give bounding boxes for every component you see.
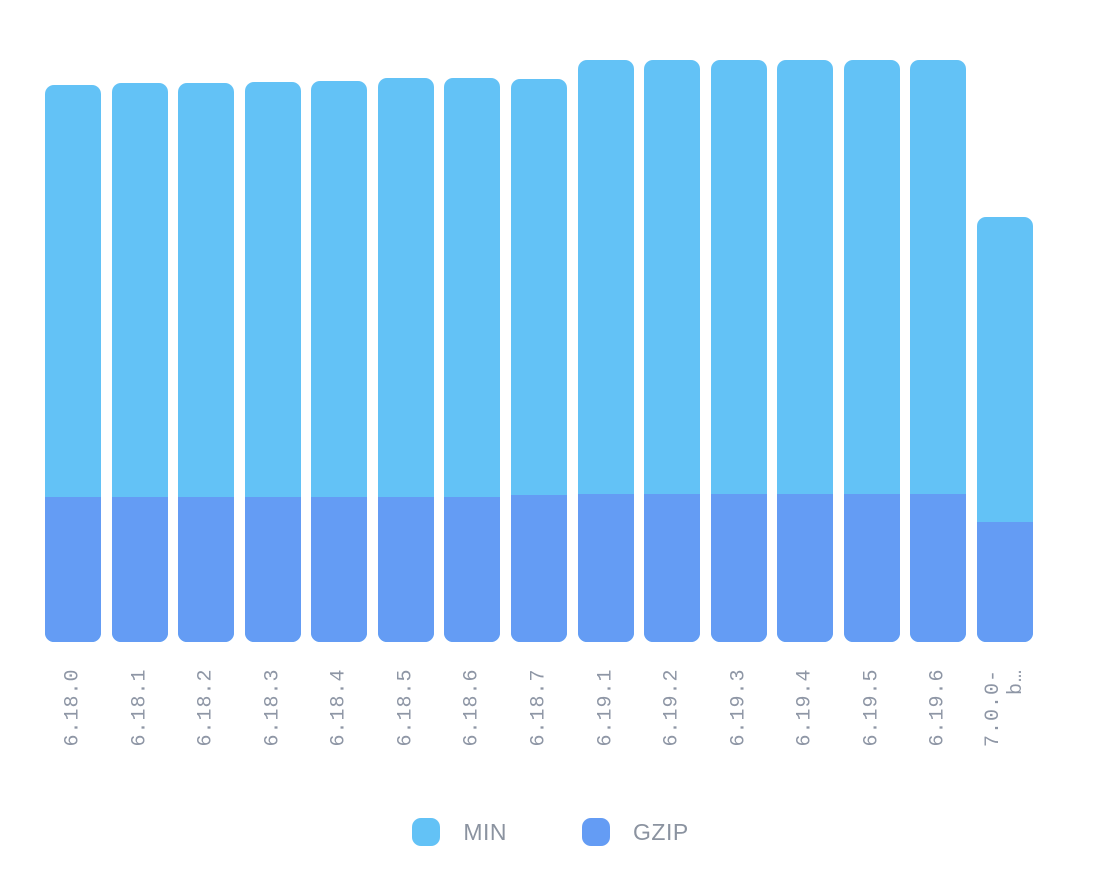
x-axis-label: 6.18.6 <box>460 668 484 747</box>
bar-gzip-segment <box>444 497 501 642</box>
x-axis-label: 7.0.0- b… <box>981 668 1028 747</box>
bar-6.18.3[interactable] <box>244 82 301 642</box>
legend-label-gzip: GZIP <box>633 818 689 845</box>
legend-item-gzip: GZIP <box>582 818 689 846</box>
x-axis-label: 6.19.2 <box>660 668 684 747</box>
legend-item-min: MIN <box>412 818 507 846</box>
legend-label-min: MIN <box>463 818 507 845</box>
bar-gzip-segment <box>843 494 900 642</box>
x-axis-label: 6.18.2 <box>194 668 218 747</box>
bar-gzip-segment <box>777 494 834 642</box>
bar-gzip-segment <box>510 495 567 642</box>
x-label-cell: 6.19.3 <box>711 650 767 765</box>
legend: MIN GZIP <box>0 818 1101 846</box>
bar-6.18.1[interactable] <box>111 83 168 642</box>
bar-6.19.1[interactable] <box>577 60 634 642</box>
x-axis-label: 6.19.4 <box>793 668 817 747</box>
bar-6.19.3[interactable] <box>710 60 767 642</box>
x-axis-label: 6.18.5 <box>394 668 418 747</box>
bar-gzip-segment <box>178 497 235 642</box>
bars-plot-area <box>45 0 1033 642</box>
x-label-cell: 6.18.0 <box>45 650 101 765</box>
bar-gzip-segment <box>910 494 967 642</box>
x-label-cell: 6.18.2 <box>178 650 234 765</box>
bar-6.18.2[interactable] <box>178 83 235 642</box>
bar-gzip-segment <box>710 494 767 642</box>
x-label-cell: 6.18.3 <box>245 650 301 765</box>
x-axis-label: 6.18.4 <box>327 668 351 747</box>
x-axis-label: 6.18.0 <box>61 668 85 747</box>
bar-gzip-segment <box>644 494 701 642</box>
x-axis-label: 6.19.1 <box>594 668 618 747</box>
x-axis-label: 6.18.3 <box>261 668 285 747</box>
x-label-cell: 6.19.4 <box>777 650 833 765</box>
bar-gzip-segment <box>45 497 101 642</box>
x-label-cell: 6.19.1 <box>578 650 634 765</box>
bar-6.19.5[interactable] <box>843 60 900 642</box>
x-axis-label: 6.18.1 <box>128 668 152 747</box>
bar-6.19.4[interactable] <box>777 60 834 642</box>
bar-gzip-segment <box>244 497 301 642</box>
bar-6.18.4[interactable] <box>311 81 368 642</box>
bar-6.18.7[interactable] <box>510 79 567 642</box>
x-axis-label: 6.19.6 <box>926 668 950 747</box>
x-label-cell: 6.19.6 <box>910 650 966 765</box>
bar-6.19.2[interactable] <box>644 60 701 642</box>
bar-gzip-segment <box>976 522 1033 642</box>
x-label-cell: 6.18.7 <box>511 650 567 765</box>
x-label-cell: 6.19.5 <box>844 650 900 765</box>
x-axis-label: 6.18.7 <box>527 668 551 747</box>
bar-gzip-segment <box>377 497 434 642</box>
bar-7.0.0-b…[interactable] <box>976 217 1033 642</box>
gzip-swatch-icon <box>582 818 610 846</box>
bar-6.19.6[interactable] <box>910 60 967 642</box>
x-axis-label: 6.19.3 <box>727 668 751 747</box>
bar-gzip-segment <box>111 497 168 642</box>
x-label-cell: 7.0.0- b… <box>977 650 1033 765</box>
x-label-cell: 6.18.5 <box>378 650 434 765</box>
bar-6.18.5[interactable] <box>377 78 434 642</box>
x-axis-label: 6.19.5 <box>860 668 884 747</box>
x-label-cell: 6.19.2 <box>644 650 700 765</box>
min-swatch-icon <box>412 818 441 846</box>
bar-gzip-segment <box>311 497 368 642</box>
x-label-cell: 6.18.1 <box>112 650 168 765</box>
x-label-cell: 6.18.6 <box>444 650 500 765</box>
x-label-cell: 6.18.4 <box>311 650 367 765</box>
x-axis-labels: 6.18.0 6.18.1 6.18.2 6.18.3 6.18.4 6.18.5 6.18… <box>45 650 1033 765</box>
bar-gzip-segment <box>577 494 634 642</box>
bar-6.18.6[interactable] <box>444 78 501 642</box>
bar-6.18.0[interactable] <box>45 85 101 642</box>
